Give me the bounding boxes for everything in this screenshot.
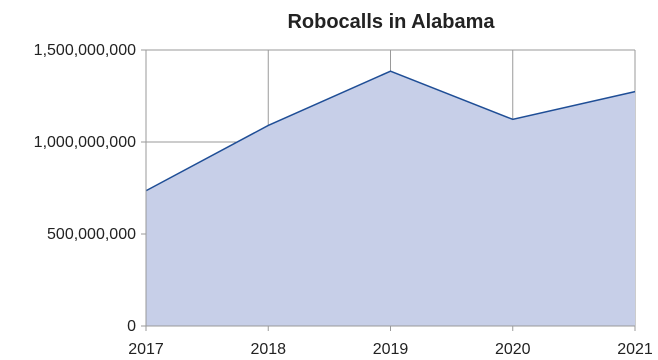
y-axis-ticks: 0 500,000,000 1,000,000,000 1,500,000,000	[34, 42, 146, 335]
area-layer	[145, 70, 636, 326]
x-tick-label: 2021	[617, 341, 653, 358]
x-axis-ticks: 2017 2018 2019 2020 2021	[128, 326, 653, 358]
y-tick-label: 0	[127, 318, 136, 335]
y-tick-label: 1,500,000,000	[34, 42, 136, 59]
x-tick-label: 2017	[128, 341, 164, 358]
x-tick-label: 2020	[495, 341, 531, 358]
y-tick-label: 1,000,000,000	[34, 134, 136, 151]
y-tick-label: 500,000,000	[47, 226, 136, 243]
x-tick-label: 2018	[250, 341, 286, 358]
chart-title: Robocalls in Alabama	[287, 11, 495, 33]
area-fill	[146, 71, 635, 326]
x-tick-label: 2019	[373, 341, 409, 358]
